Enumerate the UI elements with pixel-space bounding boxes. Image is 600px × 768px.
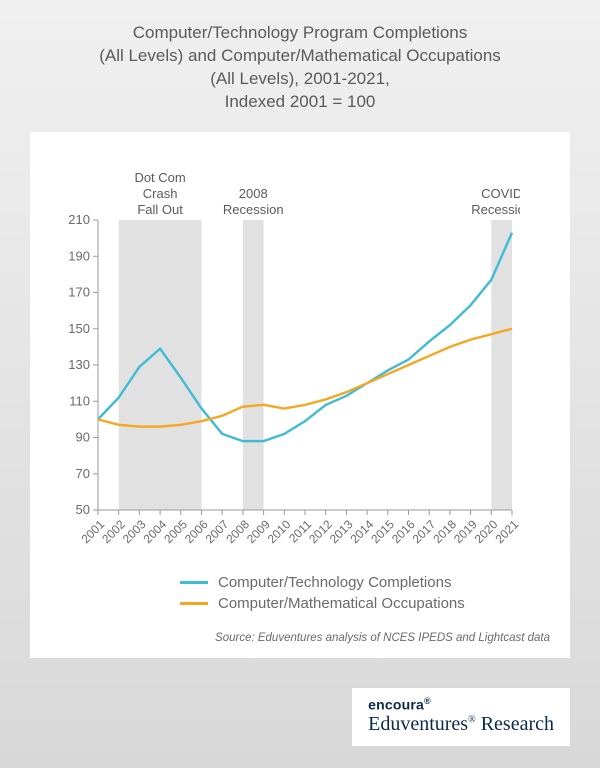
y-tick-label: 50	[76, 502, 90, 517]
event-label: Crash	[143, 186, 178, 201]
brand-badge: encoura® Eduventures® Research	[352, 688, 570, 746]
y-tick-label: 130	[68, 357, 90, 372]
legend-item: Computer/Mathematical Occupations	[180, 595, 465, 612]
source-note: Source: Eduventures analysis of NCES IPE…	[50, 632, 550, 644]
event-label: Fall Out	[137, 202, 183, 217]
event-band	[491, 220, 512, 510]
chart-card: Dot ComCrashFall Out2008RecessionCOVIDRe…	[30, 132, 570, 658]
y-tick-label: 190	[68, 248, 90, 263]
line-chart-svg: Dot ComCrashFall Out2008RecessionCOVIDRe…	[50, 150, 520, 556]
brand-encoura: encoura®	[368, 696, 554, 713]
y-tick-label: 110	[69, 393, 90, 408]
legend-swatch	[180, 602, 208, 605]
event-label: 2008	[239, 186, 268, 201]
event-label: Dot Com	[134, 170, 185, 185]
event-band	[243, 220, 264, 510]
event-label: COVID	[481, 186, 520, 201]
y-tick-label: 170	[68, 284, 90, 299]
event-label: Recession	[223, 202, 284, 217]
legend-swatch	[180, 581, 208, 584]
event-band	[119, 220, 202, 510]
legend-label: Computer/Mathematical Occupations	[218, 595, 465, 612]
legend: Computer/Technology Completions Computer/…	[50, 574, 550, 612]
y-tick-label: 90	[76, 429, 90, 444]
event-label: Recession	[471, 202, 520, 217]
y-tick-label: 70	[76, 466, 90, 481]
brand-eduventures: Eduventures® Research	[368, 713, 554, 736]
x-tick-label: 2021	[492, 517, 520, 546]
chart-title: Computer/Technology Program Completions(…	[0, 0, 600, 132]
plot-area: Dot ComCrashFall Out2008RecessionCOVIDRe…	[50, 150, 550, 556]
legend-item: Computer/Technology Completions	[180, 574, 451, 591]
y-tick-label: 210	[68, 212, 90, 227]
y-tick-label: 150	[68, 321, 90, 336]
legend-label: Computer/Technology Completions	[218, 574, 451, 591]
